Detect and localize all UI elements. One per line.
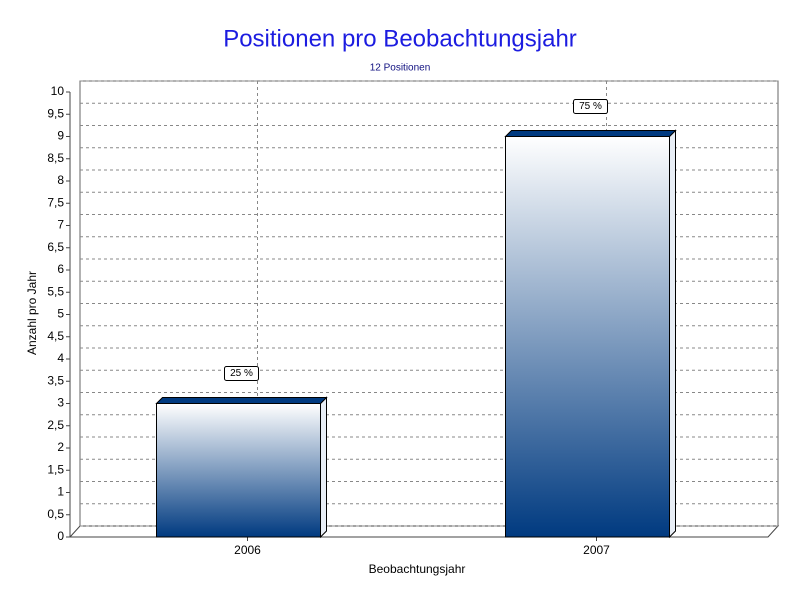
y-tick-label: 7 (57, 218, 64, 232)
y-tick-label: 1 (57, 485, 64, 499)
y-tick-label: 5 (57, 307, 64, 321)
y-tick-label: 7,5 (47, 195, 64, 209)
y-tick-label: 3,5 (47, 373, 64, 387)
y-tick-label: 4 (57, 351, 64, 365)
y-tick-label: 8,5 (47, 151, 64, 165)
bar-side (320, 396, 327, 539)
y-tick-label: 9,5 (47, 106, 64, 120)
y-tick-label: 1,5 (47, 462, 64, 476)
y-tick-label: 8 (57, 173, 64, 187)
percent-label-box (224, 366, 259, 381)
percent-label-box (573, 99, 608, 114)
y-tick-label: 0 (57, 529, 64, 543)
bar (505, 136, 670, 538)
percent-label: 75 % (579, 101, 602, 112)
bar-top (504, 130, 677, 137)
bar-side (669, 129, 676, 539)
x-tick-label: 2007 (583, 543, 610, 557)
bar (156, 403, 321, 538)
y-axis-label: Anzahl pro Jahr (25, 271, 39, 355)
y-tick-label: 6,5 (47, 240, 64, 254)
chart-title: Positionen pro Beobachtungsjahr (223, 25, 577, 52)
y-tick-label: 9 (57, 129, 64, 143)
y-tick-label: 4,5 (47, 329, 64, 343)
y-tick-label: 5,5 (47, 284, 64, 298)
bar-top (155, 397, 328, 404)
percent-label: 25 % (230, 368, 253, 379)
x-axis-label: Beobachtungsjahr (369, 562, 466, 576)
y-tick-label: 0,5 (47, 507, 64, 521)
y-tick-label: 2,5 (47, 418, 64, 432)
chart-subtitle: 12 Positionen (370, 63, 431, 74)
y-tick-label: 2 (57, 440, 64, 454)
y-tick-label: 6 (57, 262, 64, 276)
y-tick-label: 10 (51, 84, 65, 98)
x-tick-label: 2006 (234, 543, 261, 557)
y-tick-label: 3 (57, 396, 64, 410)
